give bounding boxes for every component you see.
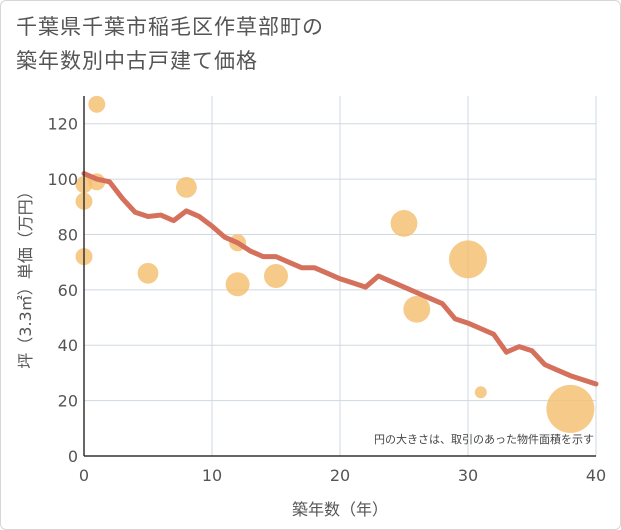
title-line-1: 千葉県千葉市稲毛区作草部町の (16, 15, 324, 39)
title-line-2: 築年数別中古戸建て価格 (16, 49, 258, 73)
bubble-point (546, 384, 595, 433)
y-tick-label: 60 (58, 281, 78, 300)
bubble-point (474, 386, 487, 399)
grid-lines (84, 96, 597, 456)
axes (83, 96, 596, 457)
y-tick-label: 20 (58, 392, 78, 411)
y-tick-label: 100 (47, 170, 78, 189)
x-tick-label: 0 (79, 466, 89, 485)
size-note: 円の大きさは、取引のあった物件面積を示す (374, 432, 594, 446)
y-axis-label: 坪（3.3㎡）単価（万円） (16, 183, 35, 368)
bubble-point (390, 209, 418, 237)
tick-labels: 0 10 20 30 40 0 20 40 60 80 100 120 (47, 115, 606, 485)
trend-line (81, 171, 599, 387)
bubble-point (137, 262, 159, 284)
x-tick-label: 10 (202, 466, 222, 485)
trend-series (81, 171, 599, 387)
x-axis-label: 築年数（年） (292, 500, 388, 519)
bubble-point (88, 95, 106, 113)
bubble-point (403, 295, 431, 323)
y-tick-label: 40 (58, 336, 78, 355)
y-tick-label: 80 (58, 225, 78, 244)
x-tick-label: 30 (458, 466, 478, 485)
y-tick-label: 120 (47, 115, 78, 134)
chart-title: 千葉県千葉市稲毛区作草部町の 築年数別中古戸建て価格 (16, 10, 324, 78)
x-tick-label: 40 (586, 466, 606, 485)
y-tick-label: 0 (68, 447, 78, 466)
bubble-series (75, 95, 595, 433)
x-tick-label: 20 (330, 466, 350, 485)
bubble-point (225, 272, 250, 297)
bubble-point (264, 264, 288, 288)
bubble-point (176, 176, 197, 198)
bubble-point (449, 240, 487, 279)
